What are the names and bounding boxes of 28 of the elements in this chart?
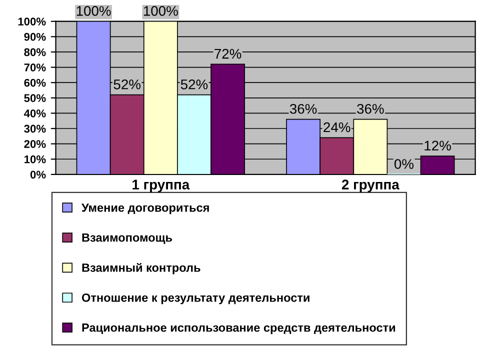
y-tick-label: 90% bbox=[24, 32, 46, 41]
y-tick-label: 80% bbox=[24, 48, 46, 56]
y-tick-label: 30% bbox=[24, 124, 46, 133]
y-tick-label: 60% bbox=[24, 78, 46, 87]
x-tick-label: 2 группа bbox=[342, 180, 400, 192]
legend-label: Взаимный контроль bbox=[82, 262, 200, 274]
y-tick-label: 20% bbox=[24, 140, 46, 148]
data-label: 0% bbox=[394, 159, 414, 169]
data-label: 12% bbox=[424, 140, 451, 150]
data-label: 24% bbox=[324, 122, 350, 132]
legend-label: Взаимопомощь bbox=[82, 234, 172, 244]
data-label: 36% bbox=[357, 104, 384, 114]
data-label: 36% bbox=[290, 104, 317, 114]
data-label: 72% bbox=[214, 48, 242, 59]
data-label: 100% bbox=[144, 6, 178, 16]
y-tick-label: 40% bbox=[24, 109, 46, 118]
data-label: 100% bbox=[76, 6, 111, 16]
y-tick-label: 100% bbox=[18, 18, 46, 26]
data-label: 52% bbox=[180, 79, 208, 90]
y-tick-label: 10% bbox=[24, 155, 46, 164]
legend-label: Умение договориться bbox=[81, 204, 209, 214]
legend-label: Рациональное использование средств деятельности bbox=[82, 324, 396, 334]
legend-label: Отношение к результату деятельности bbox=[82, 293, 310, 304]
y-tick-label: 0% bbox=[30, 170, 46, 179]
x-tick-label: 1 группа bbox=[132, 180, 190, 192]
y-tick-label: 70% bbox=[24, 64, 46, 72]
data-label: 52% bbox=[114, 79, 140, 90]
y-tick-label: 50% bbox=[24, 94, 46, 102]
